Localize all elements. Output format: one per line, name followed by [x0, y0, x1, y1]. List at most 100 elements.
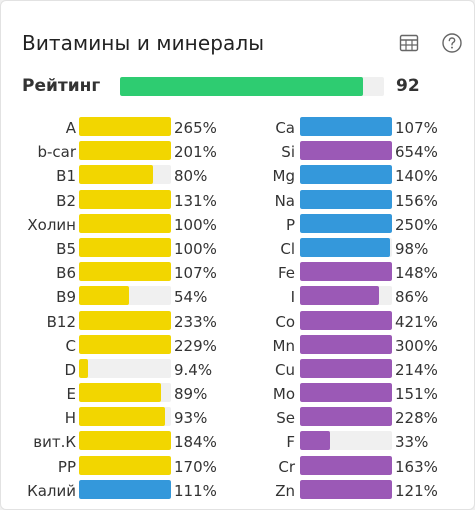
nutrient-bar — [300, 455, 392, 475]
nutrient-bar — [300, 286, 392, 306]
nutrient-bar — [300, 213, 392, 233]
nutrient-label: I — [290, 288, 295, 307]
nutrient-row: Si 654% — [241, 141, 475, 165]
nutrient-percent: 421% — [395, 312, 438, 331]
nutrient-label: Mo — [272, 385, 295, 404]
nutrient-bar — [79, 189, 171, 209]
nutrient-row: B1 80% — [1, 165, 241, 189]
nutrient-label: B6 — [56, 264, 76, 283]
nutrient-bar-fill — [79, 262, 171, 282]
nutrient-bar-fill — [300, 383, 392, 403]
nutrient-label: D — [64, 360, 76, 379]
nutrient-bar-fill — [79, 237, 171, 257]
nutrient-percent: 163% — [395, 457, 438, 476]
nutrient-row: Fe 148% — [241, 262, 475, 286]
nutrient-label: Na — [274, 191, 295, 210]
nutrient-percent: 151% — [395, 385, 438, 404]
nutrient-percent: 156% — [395, 191, 438, 210]
nutrient-percent: 89% — [174, 385, 208, 404]
nutrient-row: B12 233% — [1, 310, 241, 335]
nutrient-bar — [300, 334, 392, 354]
nutrient-row: B6 107% — [1, 262, 241, 286]
nutrient-bar-fill — [79, 407, 165, 427]
nutrient-row: B5 100% — [1, 237, 241, 262]
nutrient-label: Si — [281, 143, 295, 162]
nutrient-bar — [300, 165, 392, 185]
nutrient-percent: 131% — [174, 191, 217, 210]
nutrient-bar-fill — [300, 117, 392, 136]
minerals-column: Ca 107% Si 654% Mg 140% Na 156% P 250% Cl 98% Fe 148%… — [241, 117, 475, 504]
nutrient-label: E — [66, 385, 76, 404]
nutrient-bar — [300, 479, 392, 499]
nutrient-bar — [79, 286, 171, 306]
nutrient-percent: 201% — [174, 143, 217, 162]
nutrient-row: P 250% — [241, 213, 475, 238]
nutrient-percent: 214% — [395, 360, 438, 379]
nutrient-row: Mn 300% — [241, 334, 475, 359]
nutrient-percent: 98% — [395, 239, 429, 258]
nutrient-bar-fill — [300, 407, 392, 427]
table-icon[interactable] — [398, 32, 420, 54]
nutrient-label: PP — [57, 457, 76, 476]
nutrient-label: Cu — [275, 360, 295, 379]
nutrient-percent: 107% — [174, 264, 217, 283]
rating-label: Рейтинг — [22, 76, 101, 96]
nutrient-row: Ca 107% — [241, 117, 475, 141]
nutrient-label: Mg — [272, 167, 295, 186]
nutrient-percent: 300% — [395, 336, 438, 355]
rating-bar — [120, 77, 384, 96]
nutrient-row: Cu 214% — [241, 358, 475, 383]
nutrient-percent: 111% — [174, 481, 217, 500]
nutrient-row: Mo 151% — [241, 383, 475, 407]
nutrient-label: Mn — [272, 336, 295, 355]
nutrient-row: H 93% — [1, 407, 241, 431]
nutrient-bar-fill — [79, 431, 171, 451]
nutrient-percent: 654% — [395, 143, 438, 162]
nutrient-bar-fill — [79, 286, 129, 306]
nutrient-bar-fill — [300, 334, 392, 354]
nutrient-percent: 100% — [174, 215, 217, 234]
nutrient-bar-fill — [300, 455, 392, 475]
nutrient-label: B9 — [56, 288, 76, 307]
nutrient-label: C — [65, 336, 76, 355]
nutrient-bar — [79, 358, 171, 378]
nutrient-bar-fill — [79, 310, 171, 330]
nutrient-row: b-car 201% — [1, 141, 241, 165]
nutrient-bar — [79, 383, 171, 403]
nutrient-percent: 121% — [395, 481, 438, 500]
question-circle-icon[interactable] — [441, 32, 463, 54]
nutrient-bar-fill — [300, 358, 392, 378]
nutrient-label: b-car — [37, 143, 76, 162]
nutrient-bar-fill — [300, 310, 392, 330]
nutrient-bar-fill — [300, 431, 331, 451]
nutrient-label: Калий — [27, 481, 76, 500]
nutrient-bar — [300, 358, 392, 378]
nutrient-percent: 140% — [395, 167, 438, 186]
nutrient-bar-fill — [300, 213, 392, 233]
nutrient-label: B1 — [56, 167, 76, 186]
nutrient-bar — [79, 237, 171, 257]
nutrient-bar-fill — [300, 141, 392, 161]
nutrient-label: Ca — [275, 119, 295, 137]
nutrient-bar — [79, 213, 171, 233]
nutrient-row: Cl 98% — [241, 237, 475, 262]
nutrient-row: B2 131% — [1, 189, 241, 214]
nutrient-label: B2 — [56, 191, 76, 210]
nutrient-row: B9 54% — [1, 286, 241, 310]
nutrient-bar-fill — [79, 165, 153, 185]
nutrient-percent: 54% — [174, 288, 208, 307]
nutrient-bar — [300, 383, 392, 403]
nutrient-bar-fill — [79, 334, 171, 354]
nutrient-percent: 148% — [395, 264, 438, 283]
nutrient-bar-fill — [79, 479, 171, 499]
nutrient-row: Na 156% — [241, 189, 475, 214]
nutrient-percent: 184% — [174, 433, 217, 452]
nutrient-percent: 9.4% — [174, 360, 213, 379]
nutrient-label: P — [285, 215, 295, 234]
nutrient-row: E 89% — [1, 383, 241, 407]
nutrient-row: Zn 121% — [241, 479, 475, 504]
nutrient-percent: 228% — [395, 409, 438, 428]
nutrient-row: C 229% — [1, 334, 241, 359]
nutrient-label: F — [286, 433, 295, 452]
